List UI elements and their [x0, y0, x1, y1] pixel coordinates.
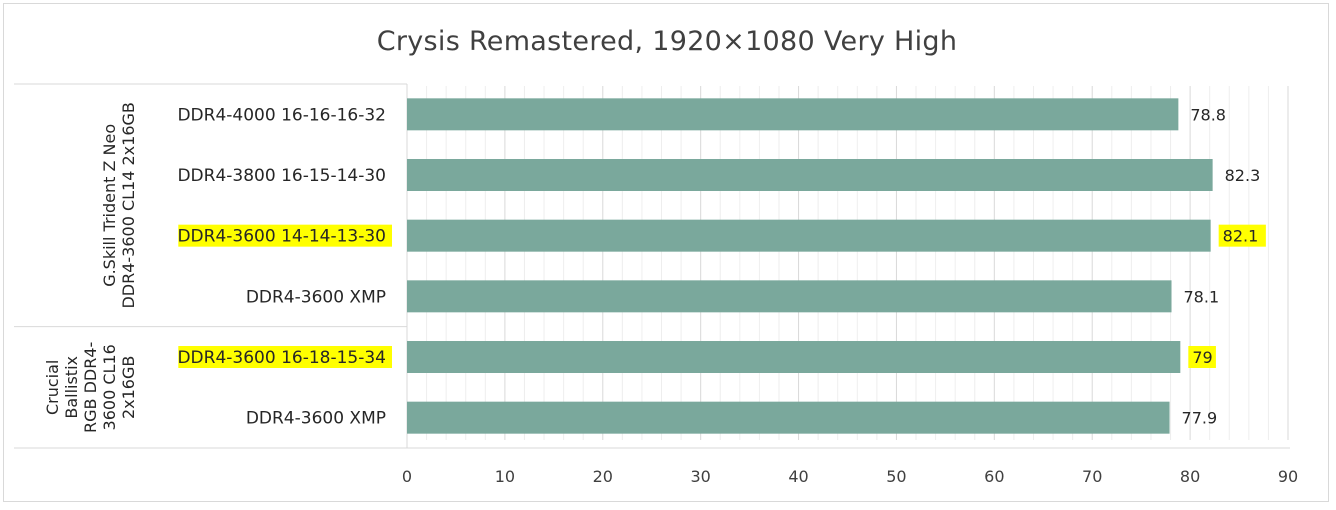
value-highlight [1218, 224, 1266, 247]
data-label: 82.1 [1223, 227, 1259, 246]
data-label: 78.8 [1190, 105, 1226, 124]
label-highlight [178, 224, 392, 247]
bar [407, 401, 1170, 434]
category-label: DDR4-3600 16-18-15-34 [177, 348, 386, 368]
category-label: DDR4-3600 XMP [246, 409, 386, 429]
category-label: DDR4-3600 14-14-13-30 [177, 227, 386, 247]
x-tick-label: 90 [1278, 467, 1298, 486]
label-highlight [178, 346, 392, 368]
bar [407, 341, 1181, 373]
bar [407, 98, 1179, 131]
group-label: 3600 CL16 [100, 344, 119, 430]
data-label: 77.9 [1182, 409, 1218, 428]
x-tick-label: 0 [402, 467, 412, 486]
x-tick-label: 30 [690, 467, 710, 486]
category-label: DDR4-3600 XMP [246, 287, 386, 307]
x-tick-label: 10 [495, 467, 515, 486]
group-label: DDR4-3600 CL14 2x16GB [119, 102, 138, 308]
group-label: G.Skill Trident Z Neo [100, 124, 119, 287]
x-tick-label: 70 [1082, 467, 1102, 486]
data-label: 82.3 [1225, 166, 1261, 185]
data-label: 78.1 [1184, 287, 1220, 306]
value-highlight [1188, 346, 1216, 368]
x-tick-label: 80 [1180, 467, 1200, 486]
data-label: 79 [1192, 348, 1212, 367]
group-label: RGB DDR4- [81, 342, 100, 433]
category-label: DDR4-3800 16-15-14-30 [177, 166, 386, 186]
group-label: Crucial [43, 360, 62, 415]
bar [407, 219, 1211, 252]
x-tick-label: 50 [886, 467, 906, 486]
group-label: 2x16GB [119, 356, 138, 419]
bar [407, 280, 1172, 313]
group-label: Ballistix [62, 356, 81, 419]
x-tick-label: 40 [788, 467, 808, 486]
x-tick-label: 20 [593, 467, 613, 486]
chart-title: Crysis Remastered, 1920×1080 Very High [376, 26, 958, 57]
bar [407, 159, 1213, 191]
category-label: DDR4-4000 16-16-16-32 [177, 105, 386, 125]
x-tick-label: 60 [984, 467, 1004, 486]
